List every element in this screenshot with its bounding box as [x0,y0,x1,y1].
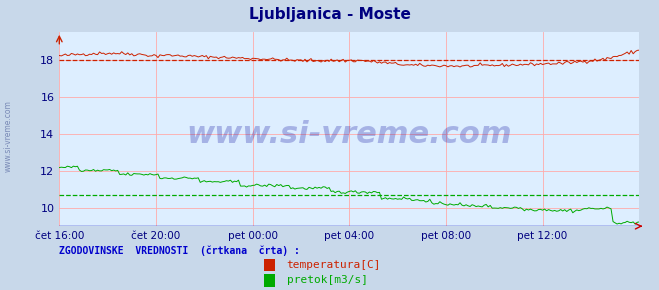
Text: www.si-vreme.com: www.si-vreme.com [3,100,13,172]
Text: www.si-vreme.com: www.si-vreme.com [186,120,512,149]
Text: Ljubljanica - Moste: Ljubljanica - Moste [248,7,411,22]
Text: ZGODOVINSKE  VREDNOSTI  (črtkana  črta) :: ZGODOVINSKE VREDNOSTI (črtkana črta) : [59,246,301,256]
Text: pretok[m3/s]: pretok[m3/s] [287,276,368,285]
Text: temperatura[C]: temperatura[C] [287,260,381,270]
